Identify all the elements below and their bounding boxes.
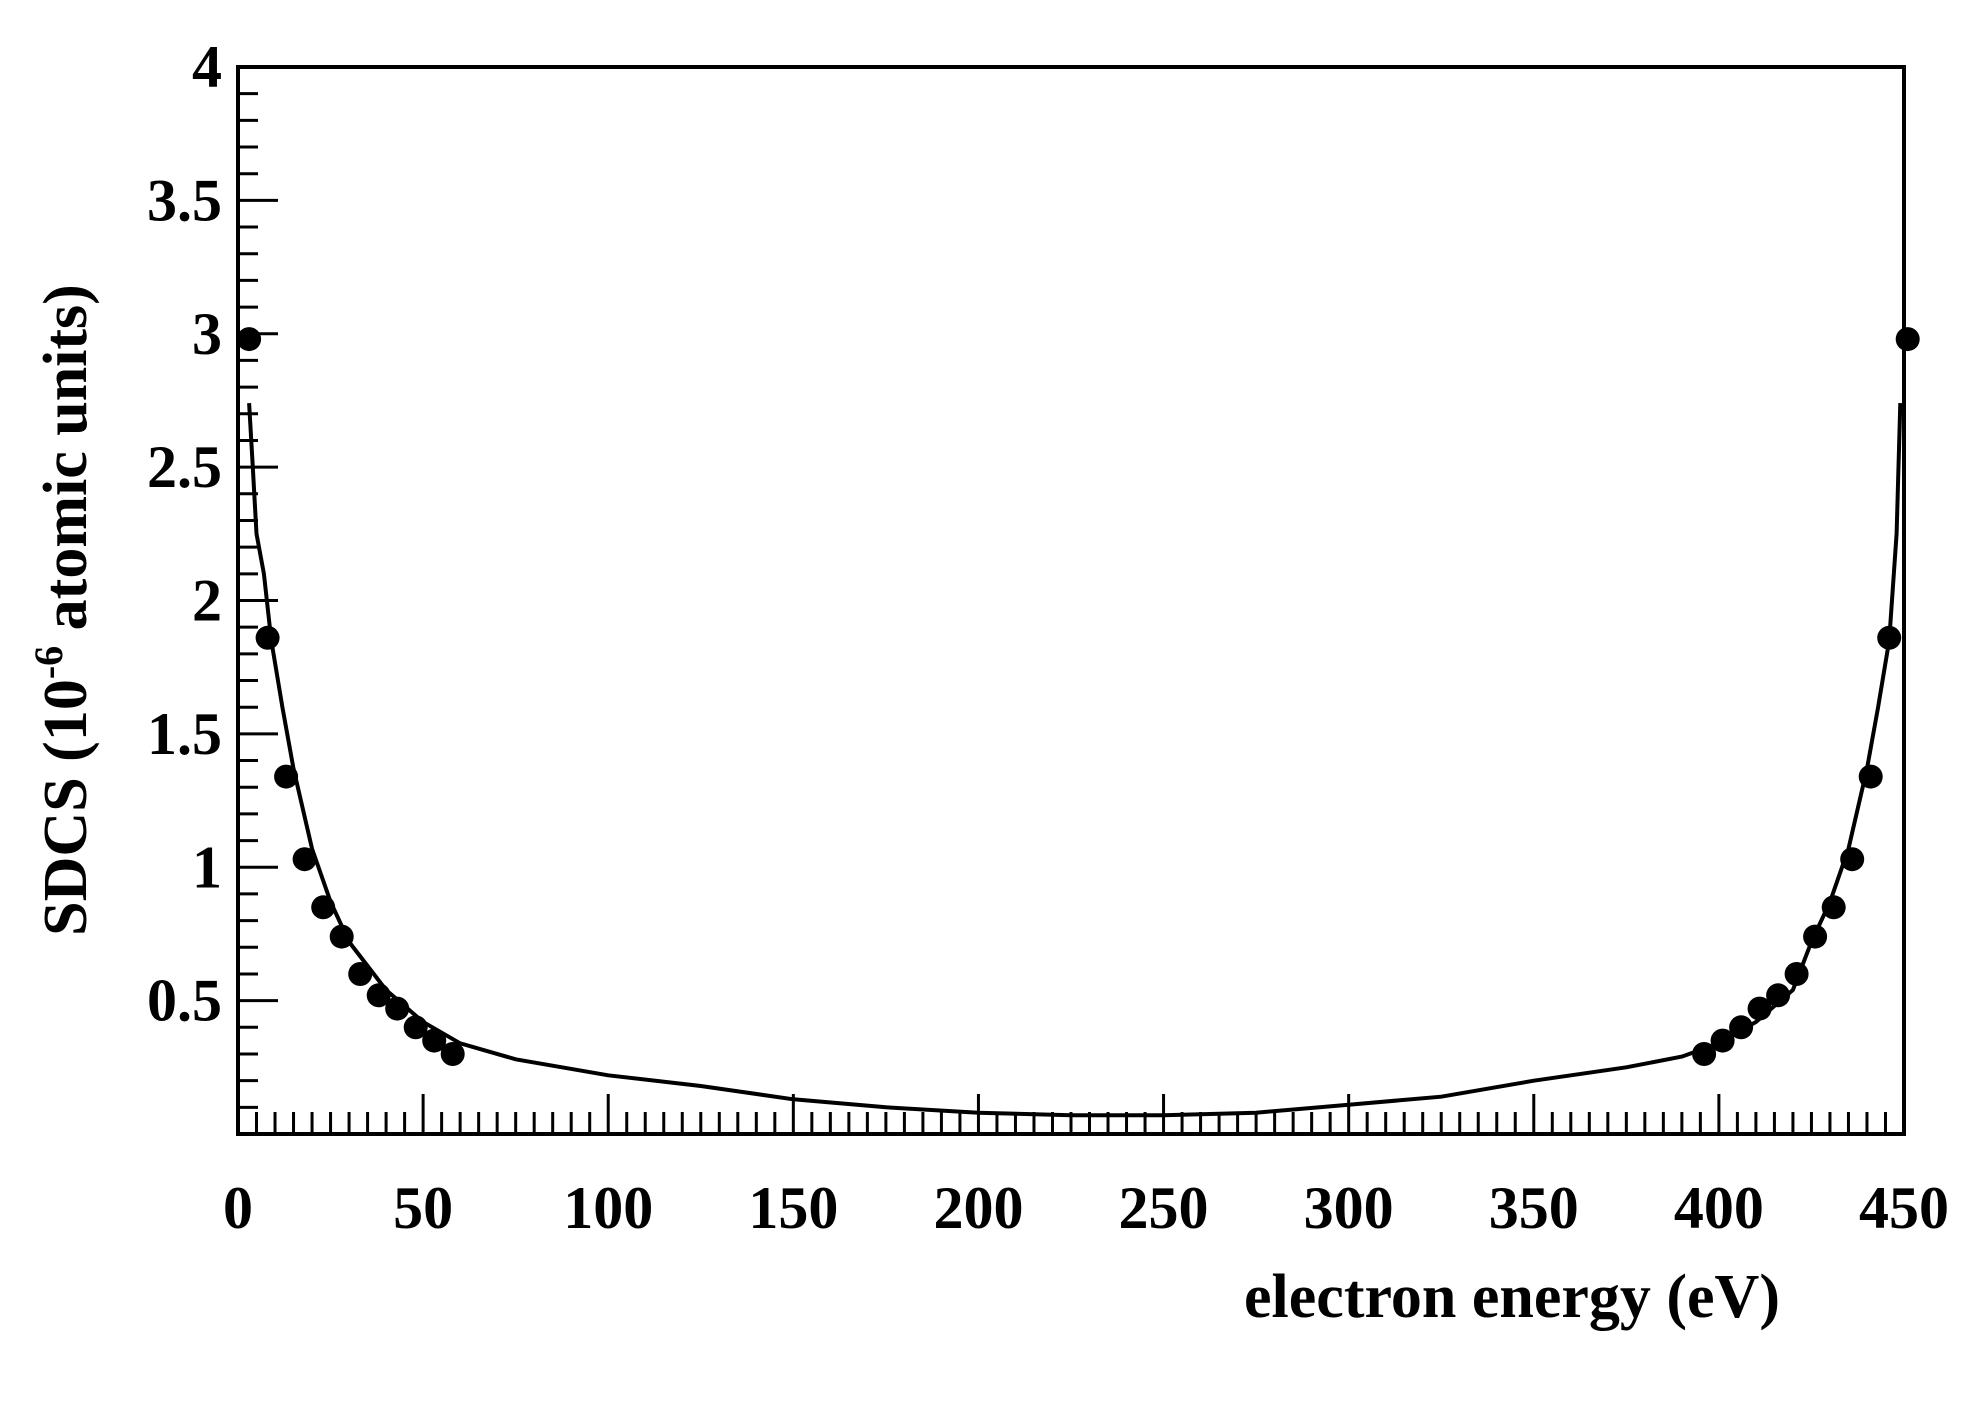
x-tick-label: 250: [1119, 1175, 1209, 1241]
data-point: [237, 327, 262, 352]
data-point: [422, 1028, 447, 1053]
data-point: [403, 1015, 428, 1040]
y-tick-label: 1: [192, 834, 222, 900]
data-point: [311, 895, 336, 920]
plot-frame: [236, 65, 1906, 1136]
x-tick-label: 150: [748, 1175, 838, 1241]
y-tick-label: 2.5: [147, 434, 222, 500]
data-point: [385, 996, 410, 1021]
data-point: [366, 983, 391, 1008]
x-tick-labels: 0 50 100 150 200 250 300 350 400 450: [223, 1175, 1949, 1241]
x-tick-label: 200: [933, 1175, 1023, 1241]
data-point: [1747, 996, 1772, 1021]
data-point: [255, 625, 280, 650]
data-point: [1840, 847, 1865, 872]
x-tick-label: 50: [393, 1175, 453, 1241]
data-points: [237, 327, 1920, 1066]
minor-ticks: [238, 92, 1887, 1134]
fit-curve: [247, 402, 1903, 1118]
data-point: [1895, 327, 1920, 352]
x-tick-label: 350: [1489, 1175, 1579, 1241]
x-tick-label: 300: [1304, 1175, 1394, 1241]
y-tick-label: 4: [192, 34, 222, 100]
data-point: [348, 962, 373, 986]
data-point: [1858, 764, 1883, 789]
x-tick-label: 100: [563, 1175, 653, 1241]
y-tick-labels: 0.5 1 1.5 2 2.5 3 3.5 4: [147, 34, 222, 1034]
data-point: [274, 764, 299, 789]
y-tick-label: 1.5: [147, 701, 222, 767]
data-point: [1766, 983, 1791, 1008]
data-point: [1821, 895, 1846, 920]
major-ticks: [236, 65, 1906, 1134]
data-point: [1692, 1042, 1717, 1066]
data-point: [1784, 962, 1809, 986]
y-tick-label: 3: [192, 301, 222, 367]
data-point: [329, 924, 354, 949]
y-axis-label: SDCS (10-6 atomic units): [26, 284, 100, 936]
x-tick-label: 400: [1674, 1175, 1764, 1241]
x-tick-label: 450: [1859, 1175, 1949, 1241]
y-axis-label-after: atomic units): [32, 284, 100, 646]
data-point: [292, 847, 317, 872]
data-point: [1877, 625, 1902, 650]
x-axis-label: electron energy (eV): [1244, 1263, 1780, 1331]
x-tick-label: 0: [223, 1175, 253, 1241]
y-tick-label: 0.5: [147, 968, 222, 1034]
data-point: [440, 1042, 465, 1066]
data-point: [1710, 1028, 1735, 1053]
y-axis-label-before: SDCS (10: [32, 679, 100, 936]
data-point: [1803, 924, 1828, 949]
y-tick-label: 2: [192, 568, 222, 634]
data-point: [1729, 1015, 1754, 1040]
y-axis-label-exponent: -6: [26, 646, 71, 679]
y-tick-label: 3.5: [147, 167, 222, 233]
